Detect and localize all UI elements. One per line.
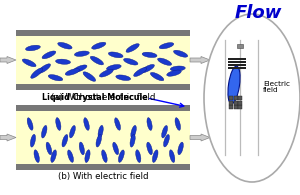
Ellipse shape (68, 150, 74, 162)
Ellipse shape (228, 66, 240, 104)
Ellipse shape (158, 58, 172, 65)
Bar (16, 111, 190, 164)
Bar (228, 61, 246, 63)
Ellipse shape (56, 59, 70, 64)
Ellipse shape (113, 142, 118, 155)
Ellipse shape (70, 126, 75, 138)
Bar (238, 96, 242, 100)
Ellipse shape (175, 118, 181, 130)
Ellipse shape (48, 75, 63, 81)
Ellipse shape (167, 70, 181, 76)
Ellipse shape (85, 150, 90, 162)
Ellipse shape (173, 50, 188, 57)
Ellipse shape (56, 118, 61, 130)
Ellipse shape (164, 135, 169, 147)
Ellipse shape (22, 59, 36, 67)
Ellipse shape (65, 69, 80, 75)
Ellipse shape (159, 43, 174, 49)
Ellipse shape (102, 150, 107, 162)
Ellipse shape (74, 51, 89, 56)
Ellipse shape (26, 45, 40, 51)
Ellipse shape (46, 142, 52, 155)
Bar (228, 67, 246, 69)
Ellipse shape (38, 64, 50, 73)
Ellipse shape (84, 118, 89, 130)
Ellipse shape (118, 150, 124, 162)
Bar (229, 96, 233, 100)
Ellipse shape (115, 118, 121, 130)
Ellipse shape (98, 125, 103, 138)
Ellipse shape (141, 64, 154, 73)
Ellipse shape (96, 134, 101, 147)
Ellipse shape (31, 68, 43, 78)
FancyArrow shape (190, 57, 210, 64)
FancyArrow shape (0, 134, 16, 141)
Ellipse shape (204, 14, 300, 182)
Ellipse shape (41, 125, 47, 138)
Ellipse shape (152, 150, 158, 162)
Bar (16, 36, 190, 84)
Ellipse shape (126, 44, 139, 52)
Text: Electric
field: Electric field (263, 81, 290, 93)
Bar (238, 105, 242, 109)
Bar (228, 58, 246, 60)
Text: Liquid Crystal Molecule: Liquid Crystal Molecule (42, 93, 148, 103)
Text: (a) Without electric field: (a) Without electric field (51, 93, 155, 102)
Text: (b) With electric field: (b) With electric field (58, 172, 148, 181)
Ellipse shape (30, 134, 35, 147)
Ellipse shape (99, 69, 113, 77)
Ellipse shape (34, 150, 39, 162)
Bar (238, 100, 242, 105)
Bar (229, 100, 233, 105)
Ellipse shape (136, 150, 141, 162)
FancyArrow shape (190, 134, 210, 141)
Bar (233, 96, 238, 100)
Bar (233, 100, 238, 105)
Ellipse shape (73, 65, 87, 72)
Ellipse shape (27, 118, 33, 130)
Ellipse shape (178, 142, 183, 155)
Bar (228, 64, 246, 66)
Ellipse shape (83, 72, 96, 81)
Ellipse shape (147, 142, 152, 155)
FancyArrow shape (0, 57, 16, 64)
Ellipse shape (142, 52, 157, 58)
Ellipse shape (170, 66, 185, 71)
Ellipse shape (131, 125, 136, 138)
Ellipse shape (130, 134, 135, 147)
Ellipse shape (42, 51, 56, 59)
Ellipse shape (106, 65, 121, 70)
Ellipse shape (51, 150, 56, 162)
Bar (233, 105, 238, 109)
Ellipse shape (169, 150, 175, 162)
Ellipse shape (79, 142, 84, 155)
Ellipse shape (62, 135, 68, 147)
Ellipse shape (90, 56, 104, 65)
Ellipse shape (124, 58, 138, 65)
Text: Flow: Flow (234, 4, 282, 22)
Ellipse shape (162, 126, 167, 138)
Bar (237, 44, 243, 48)
Ellipse shape (92, 42, 106, 49)
Bar (16, 105, 190, 111)
Ellipse shape (134, 67, 147, 76)
Ellipse shape (147, 118, 152, 130)
Ellipse shape (116, 75, 130, 81)
Bar (16, 84, 190, 90)
Bar (16, 164, 190, 170)
Ellipse shape (108, 52, 123, 58)
Ellipse shape (150, 72, 164, 81)
Bar (229, 105, 233, 109)
Bar (16, 30, 190, 36)
Ellipse shape (58, 42, 72, 49)
